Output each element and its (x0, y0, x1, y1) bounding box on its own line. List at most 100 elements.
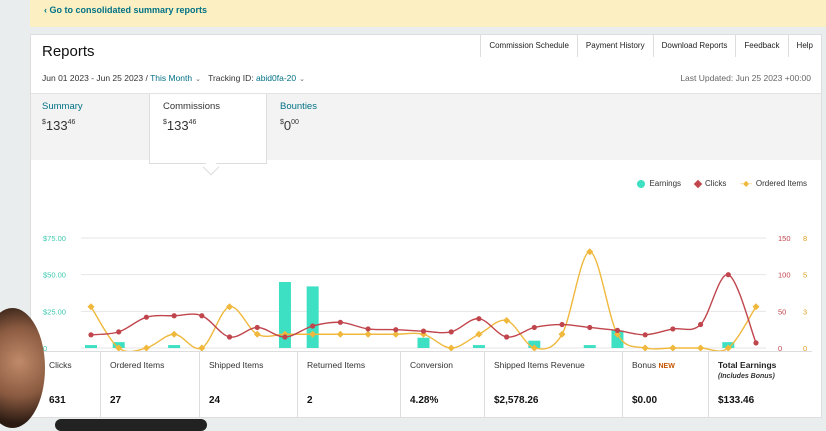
legend-earnings[interactable]: Earnings (637, 179, 681, 188)
tab-amount: $13346 (163, 118, 197, 133)
ordered-point (697, 344, 705, 351)
diamond-icon (693, 179, 703, 188)
tracking-label: Tracking ID: (208, 73, 256, 83)
ordered-point (226, 303, 234, 311)
y-tick-earnings: $25.00 (43, 307, 66, 316)
tab-label: Bounties (280, 101, 317, 112)
ordered-point (170, 330, 178, 338)
clicks-point (310, 323, 316, 329)
tab-bounties[interactable]: Bounties $000 (269, 94, 387, 161)
clicks-point (226, 334, 233, 340)
ordered-point (336, 330, 344, 338)
clicks-point (504, 334, 510, 340)
earnings-bar (417, 337, 430, 348)
clicks-point (448, 329, 454, 335)
line-marker-icon: -◆- (740, 179, 752, 188)
earnings-bar (528, 340, 541, 348)
clicks-point (753, 340, 759, 346)
stat-total-earnings: Total Earnings (Includes Bonus) $133.46 (718, 360, 777, 406)
summary-banner: ‹ Go to consolidated summary reports (30, 0, 826, 27)
ordered-point (669, 344, 677, 351)
clicks-point (725, 272, 731, 278)
clicks-point (697, 321, 704, 328)
ordered-point (447, 344, 455, 351)
chevron-down-icon[interactable]: ⌄ (195, 76, 201, 83)
new-badge: NEW (658, 363, 675, 370)
legend-clicks[interactable]: Clicks (693, 179, 726, 188)
stat-ordered-items: Ordered Items 27 (101, 352, 200, 417)
y-tick-ordered: 0 (803, 344, 807, 351)
ordered-point (558, 330, 566, 338)
ordered-point (198, 344, 206, 351)
clicks-point (614, 327, 621, 333)
last-updated: Last Updated: Jun 25 2023 +00:00 (680, 73, 811, 83)
date-range-text: Jun 01 2023 - Jun 25 2023 / (42, 73, 151, 83)
clicks-point (143, 314, 150, 320)
y-tick-clicks: 150 (778, 234, 791, 243)
ordered-point (364, 330, 372, 338)
earnings-bar (168, 345, 181, 348)
earnings-bar (472, 345, 485, 348)
y-tick-clicks: 50 (778, 307, 786, 316)
clicks-point (337, 319, 343, 325)
chart-legend: Earnings Clicks -◆- Ordered Items (637, 179, 807, 188)
ordered-point (87, 303, 95, 311)
tab-amount: $000 (280, 118, 299, 133)
ordered-point (115, 344, 123, 351)
filter-row: Jun 01 2023 - Jun 25 2023 / This Month ⌄ … (42, 73, 305, 83)
ordered-point (586, 248, 594, 256)
earnings-bar (306, 286, 319, 348)
clicks-point (670, 326, 676, 332)
stat-returned-items: Returned Items 2 (298, 352, 401, 417)
legend-ordered[interactable]: -◆- Ordered Items (740, 179, 807, 188)
clicks-point (365, 326, 371, 332)
clicks-point (88, 332, 94, 338)
tab-summary[interactable]: Summary $13346 (31, 94, 149, 161)
reports-card: Reports Commission Schedule Payment Hist… (30, 34, 822, 418)
feedback-button[interactable]: Feedback (735, 35, 787, 57)
ordered-point (475, 330, 483, 338)
y-tick-earnings: 0 (43, 344, 47, 351)
clicks-point (559, 321, 565, 328)
ordered-point (641, 344, 649, 351)
help-button[interactable]: Help (787, 35, 821, 57)
earnings-bar (611, 330, 624, 348)
period-dropdown[interactable]: This Month (150, 73, 193, 83)
floating-pill (55, 419, 207, 431)
clicks-point (393, 327, 399, 333)
ordered-point (253, 330, 261, 338)
stat-bonus: Bonus NEW $0.00 (623, 352, 709, 417)
chevron-down-icon[interactable]: ⌄ (299, 76, 306, 83)
clicks-point (282, 334, 288, 340)
consolidated-reports-link[interactable]: ‹ Go to consolidated summary reports (44, 5, 208, 15)
tab-commissions[interactable]: Commissions $13346 (149, 94, 267, 164)
clicks-point (171, 313, 177, 319)
y-tick-clicks: 100 (778, 271, 791, 280)
clicks-point (116, 329, 122, 335)
ordered-point (142, 344, 150, 351)
stat-shipped-items: Shipped Items 24 (200, 352, 298, 417)
y-tick-earnings: $50.00 (43, 271, 66, 280)
commission-schedule-button[interactable]: Commission Schedule (480, 35, 577, 57)
clicks-point (199, 313, 205, 319)
clicks-point (476, 316, 482, 322)
ordered-point (724, 344, 732, 351)
download-reports-button[interactable]: Download Reports (652, 35, 736, 57)
header-actions: Commission Schedule Payment History Down… (480, 35, 821, 57)
y-tick-earnings: $75.00 (43, 234, 66, 243)
y-tick-ordered: 3 (803, 307, 807, 316)
payment-history-button[interactable]: Payment History (576, 35, 653, 57)
clicks-point (642, 332, 648, 338)
earnings-bar (583, 345, 596, 348)
earnings-bar (85, 345, 97, 348)
ordered-point (503, 316, 511, 325)
clicks-point (587, 324, 593, 331)
tab-amount: $13346 (42, 118, 76, 133)
tracking-id-dropdown[interactable]: abid0fa-20 (255, 73, 297, 83)
circle-icon (637, 179, 646, 188)
tab-label: Commissions (163, 101, 221, 112)
page-title: Reports (42, 43, 95, 60)
clicks-point (420, 328, 427, 334)
clicks-point (254, 324, 260, 331)
